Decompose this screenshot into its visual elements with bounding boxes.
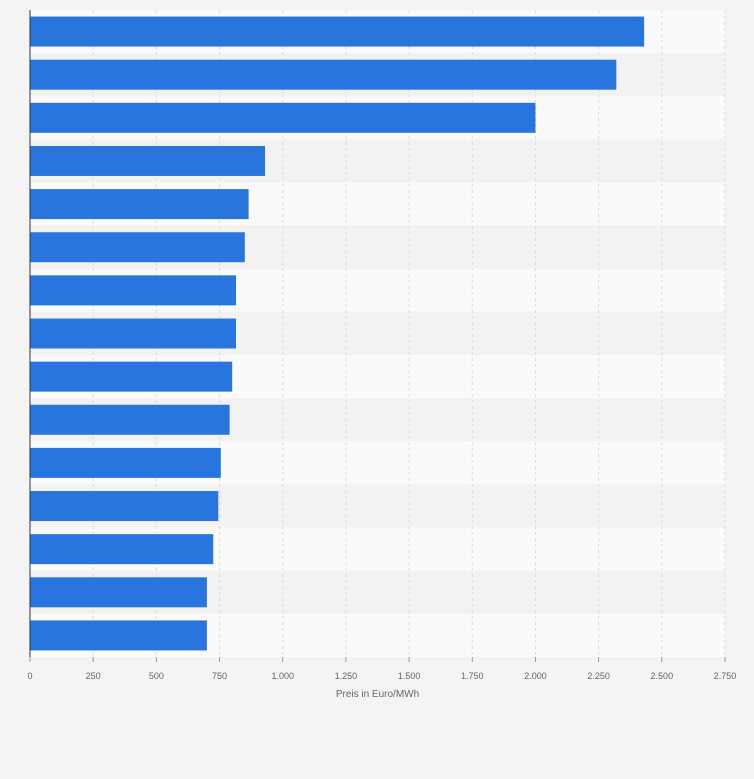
bar[interactable] [30,404,230,435]
x-tick-label: 250 [86,671,101,681]
bar[interactable] [30,16,645,47]
x-tick-label: 1.000 [271,671,294,681]
x-tick-label: 1.250 [335,671,358,681]
bar[interactable] [30,232,245,263]
x-tick-label: 2.250 [587,671,610,681]
bar[interactable] [30,577,207,608]
bar[interactable] [30,102,536,133]
bars [30,16,645,651]
x-tick-labels: 0 250 500 750 1.000 1.250 1.500 1.750 2.000 2.250… [27,657,736,681]
bar[interactable] [30,189,249,220]
x-tick-label: 1.500 [398,671,421,681]
bar[interactable] [30,318,236,349]
x-axis-title: Preis in Euro/MWh [336,689,419,700]
bar[interactable] [30,491,219,522]
x-tick-label: 750 [212,671,227,681]
x-tick-label: 1.750 [461,671,484,681]
x-tick-label: 0 [27,671,32,681]
x-tick-label: 500 [149,671,164,681]
bar[interactable] [30,534,214,565]
bar[interactable] [30,145,266,176]
bar[interactable] [30,59,617,90]
bar[interactable] [30,361,233,392]
bar[interactable] [30,447,221,478]
x-tick-label: 2.500 [651,671,674,681]
x-tick-label: 2.750 [714,671,737,681]
bar[interactable] [30,620,207,651]
x-tick-label: 2.000 [524,671,547,681]
bar[interactable] [30,275,236,306]
